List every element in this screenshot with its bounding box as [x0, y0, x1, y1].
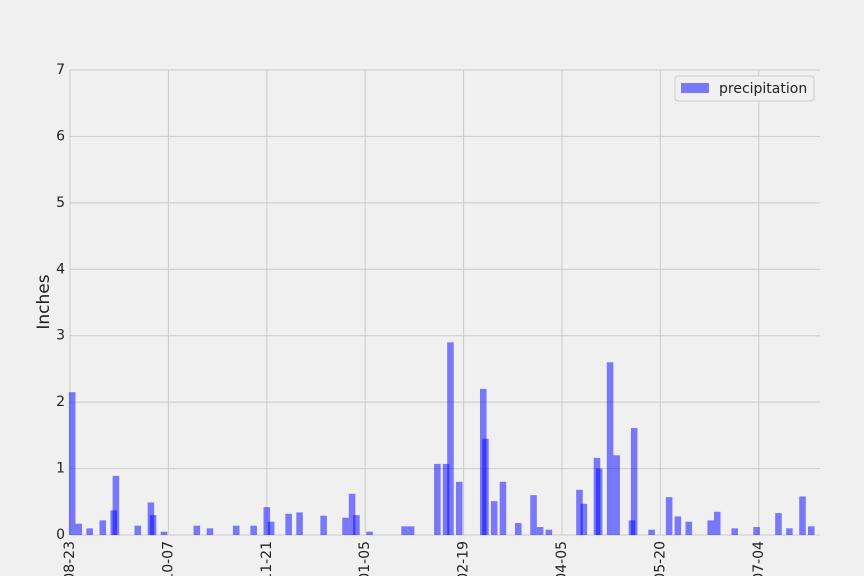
bar [263, 507, 271, 535]
bar [731, 528, 739, 535]
y-axis-label: Inches [34, 274, 54, 329]
bar [713, 511, 721, 535]
bar [536, 527, 544, 535]
bar [206, 528, 214, 535]
bar [786, 528, 793, 535]
bar [442, 463, 450, 535]
bar [490, 501, 498, 535]
bar [707, 520, 714, 535]
bar [99, 520, 107, 535]
bar [455, 481, 463, 535]
bar [193, 525, 201, 535]
bar [530, 495, 537, 535]
y-tick-label: 3 [56, 328, 65, 344]
bar [112, 475, 120, 535]
x-tick-label: 10-07 [160, 541, 176, 576]
x-tick-label: 04-05 [554, 541, 570, 576]
bar [296, 512, 303, 535]
bar [499, 481, 507, 535]
bar [606, 362, 614, 535]
bar [482, 438, 489, 535]
bar [753, 527, 760, 535]
bar [407, 526, 415, 535]
bar [447, 342, 454, 535]
bar [320, 515, 327, 535]
bar [149, 515, 157, 535]
bar [545, 529, 553, 535]
y-tick-label: 0 [56, 527, 65, 543]
y-tick-label: 6 [56, 128, 65, 144]
y-tick-label: 5 [56, 195, 65, 211]
x-tick-label: 11-21 [259, 541, 275, 576]
bar [595, 468, 603, 535]
x-tick-label: 07-04 [751, 541, 767, 576]
bar [613, 455, 620, 535]
bar [160, 531, 168, 535]
legend-swatch [681, 83, 709, 93]
bar [75, 523, 83, 535]
y-tick-label: 7 [56, 62, 65, 78]
bar [348, 493, 356, 535]
bar [353, 515, 360, 535]
legend-label: precipitation [719, 81, 807, 97]
bar [232, 525, 240, 535]
bar [285, 513, 292, 535]
y-tick-label: 1 [56, 461, 65, 477]
x-tick-label: 08-23 [62, 541, 78, 576]
bar [630, 428, 638, 535]
bar [366, 531, 373, 535]
bar [86, 528, 93, 535]
legend-box [674, 75, 815, 102]
bar [68, 392, 76, 535]
bar [799, 496, 806, 535]
bar [685, 521, 693, 535]
bar [775, 513, 782, 535]
bar [648, 529, 655, 535]
x-tick-label: 05-20 [652, 541, 668, 576]
bar [134, 525, 142, 535]
bar [807, 526, 815, 535]
y-tick-label: 2 [56, 394, 65, 410]
bar [580, 503, 588, 535]
bar [674, 516, 682, 535]
bar [267, 521, 275, 535]
bar [514, 523, 522, 535]
bar [250, 525, 257, 535]
bar [401, 526, 408, 535]
bar [342, 517, 349, 535]
bar [665, 497, 673, 535]
bar [576, 489, 583, 535]
x-tick-label: 02-19 [456, 541, 472, 576]
bar [434, 463, 441, 535]
x-tick-label: 01-05 [357, 541, 373, 576]
y-tick-label: 4 [56, 261, 65, 277]
